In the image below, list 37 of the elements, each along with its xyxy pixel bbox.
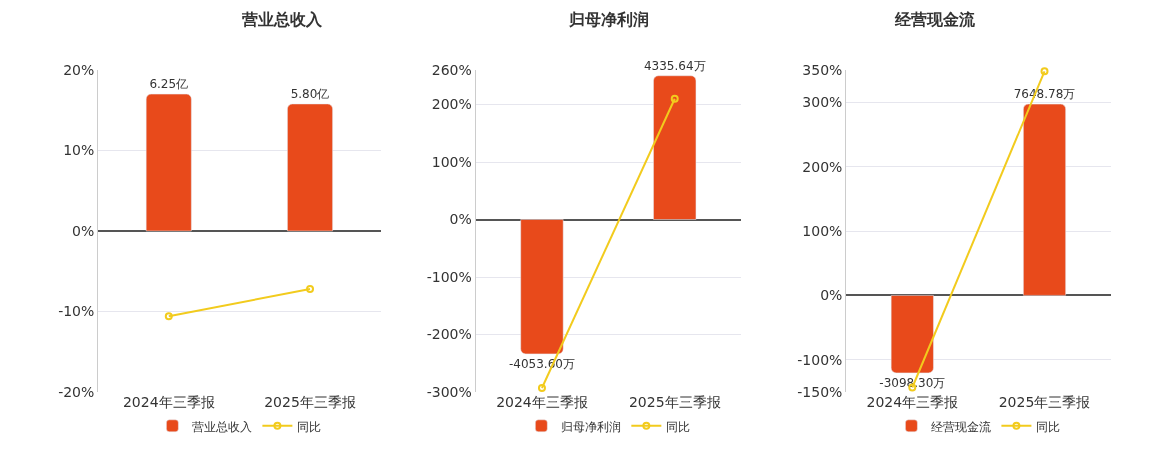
y-tick-label: -100% bbox=[797, 351, 843, 368]
y-tick-label: 200% bbox=[431, 96, 472, 113]
legend-label: 营业总收入 bbox=[192, 419, 253, 434]
data-label: 4335.64万 bbox=[643, 58, 706, 73]
legend-label: 归母净利润 bbox=[561, 419, 622, 434]
y-tick-label: -100% bbox=[426, 268, 472, 285]
x-tick-label: 2024年三季报 bbox=[122, 394, 215, 410]
y-tick-label: 0% bbox=[449, 211, 472, 228]
x-tick-label: 2025年三季报 bbox=[264, 394, 356, 410]
legend-label: 同比 bbox=[1036, 419, 1061, 434]
y-tick-label: -20% bbox=[58, 383, 95, 400]
chart-title: 归母净利润 bbox=[568, 10, 649, 29]
y-tick-label: 350% bbox=[802, 61, 843, 78]
data-label: 6.25亿 bbox=[149, 77, 189, 92]
x-tick-label: 2025年三季报 bbox=[628, 394, 721, 410]
y-tick-label: 20% bbox=[63, 61, 95, 78]
y-tick-label: 260% bbox=[431, 61, 472, 78]
y-tick-label: 200% bbox=[802, 158, 843, 175]
legend-label: 同比 bbox=[297, 419, 322, 434]
y-tick-label: 0% bbox=[820, 287, 843, 304]
legend-label: 经营现金流 bbox=[931, 419, 992, 434]
y-tick-label: 100% bbox=[431, 153, 472, 170]
x-tick-label: 2025年三季报 bbox=[998, 394, 1091, 410]
y-tick-label: 10% bbox=[63, 142, 95, 159]
y-tick-label: 300% bbox=[802, 94, 843, 111]
y-tick-label: -200% bbox=[426, 326, 472, 343]
y-tick-label: 100% bbox=[802, 222, 843, 239]
y-tick-label: -300% bbox=[426, 383, 472, 400]
y-tick-label: 0% bbox=[72, 222, 95, 239]
x-tick-label: 2024年三季报 bbox=[496, 394, 588, 410]
chart-title: 营业总收入 bbox=[241, 10, 323, 29]
y-tick-label: -10% bbox=[58, 303, 95, 320]
legend-label: 同比 bbox=[666, 419, 691, 434]
y-tick-label: -150% bbox=[797, 383, 843, 400]
chart-title: 经营现金流 bbox=[894, 10, 976, 29]
x-tick-label: 2024年三季报 bbox=[866, 394, 959, 410]
data-label: 5.80亿 bbox=[290, 86, 330, 101]
